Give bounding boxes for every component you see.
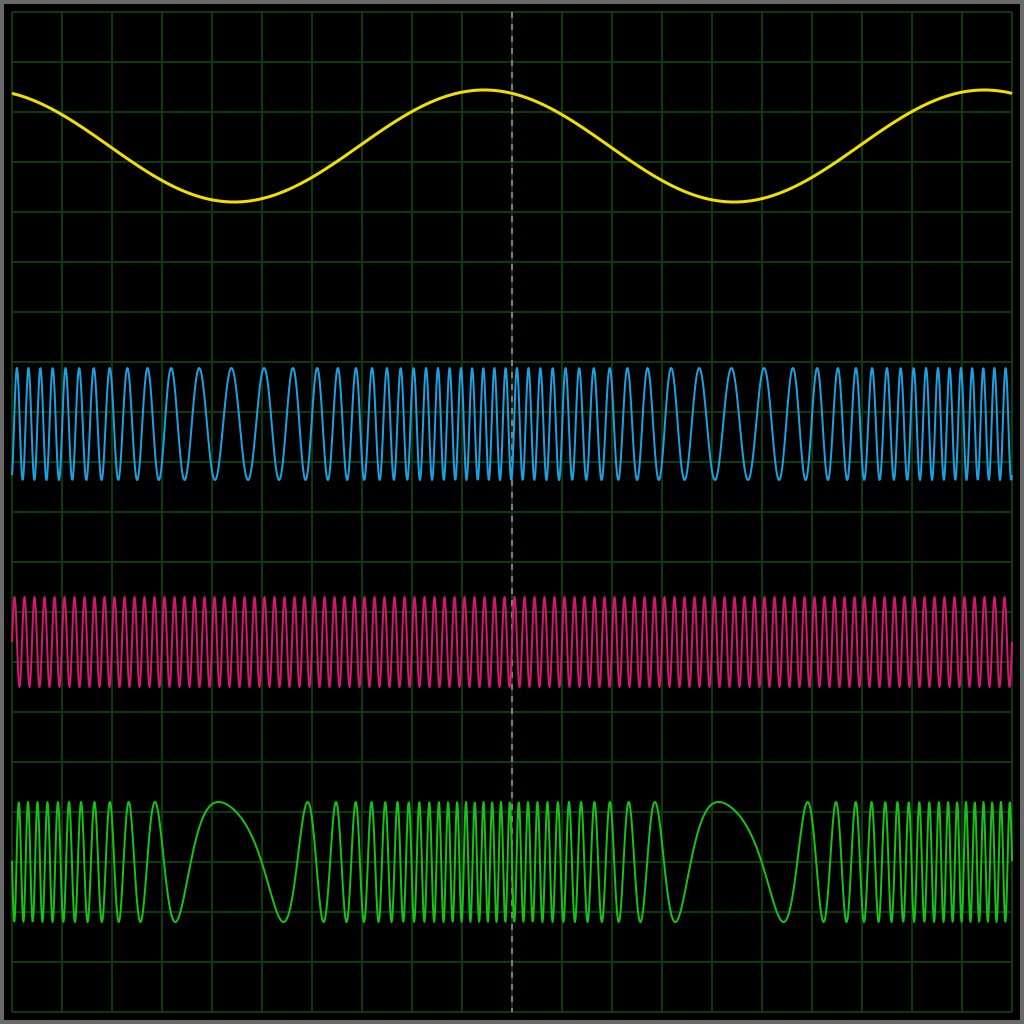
scope-svg	[0, 0, 1024, 1024]
oscilloscope-display	[0, 0, 1024, 1024]
